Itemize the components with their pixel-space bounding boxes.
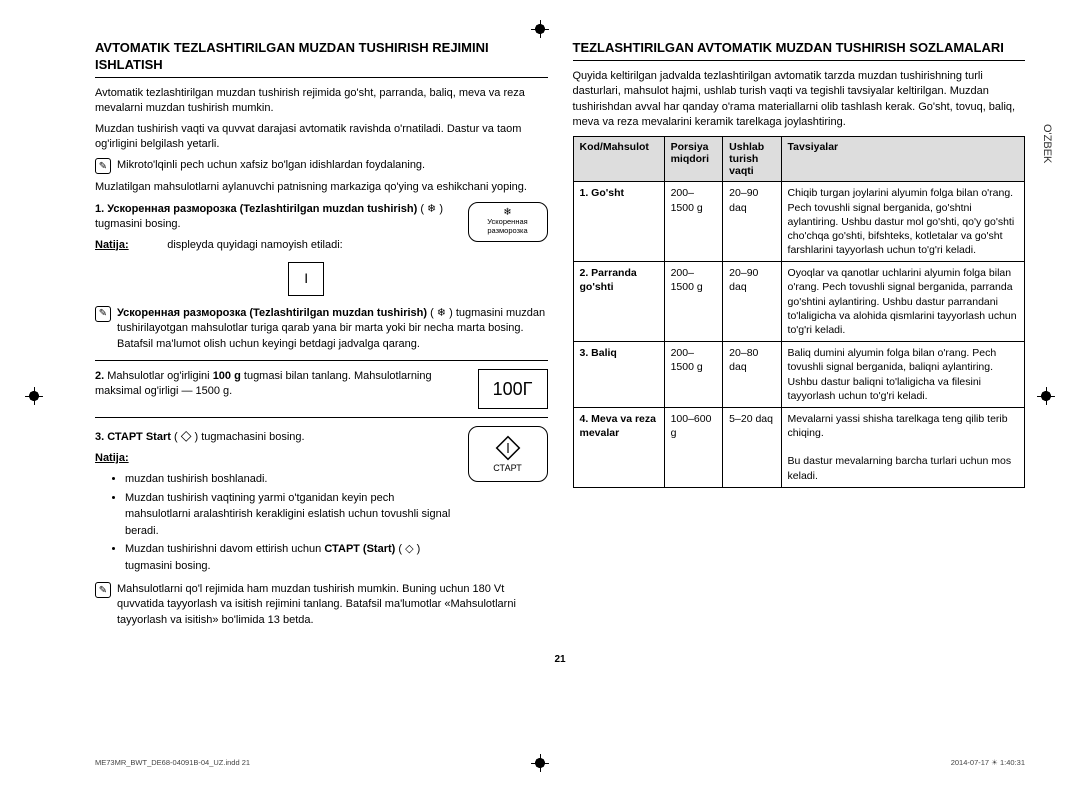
th-code: Kod/Mahsulot — [573, 137, 664, 182]
left-intro2: Muzdan tushirish vaqti va quvvat darajas… — [95, 122, 548, 153]
crop-mark-right — [1037, 387, 1055, 405]
note3: Mahsulotlarni qo'l rejimida ham muzdan t… — [117, 582, 548, 628]
language-tab: O'ZBEK — [1039, 120, 1055, 167]
note2: Ускоренная разморозка (Tezlashtirilgan m… — [117, 306, 548, 352]
natija-label: Natija: — [95, 238, 155, 253]
th-time: Ushlab turish vaqti — [723, 137, 781, 182]
cell-advice: Chiqib turgan joylarini alyumin folga bi… — [781, 182, 1024, 262]
footer: ME73MR_BWT_DE68-04091B-04_UZ.indd 21 201… — [95, 758, 1025, 767]
list-item: muzdan tushirish boshlanadi. — [125, 471, 458, 488]
left-heading: AVTOMATIK TEZLASHTIRILGAN MUZDAN TUSHIRI… — [95, 40, 548, 74]
footer-right: 2014-07-17 ☀ 1:40:31 — [951, 758, 1025, 767]
note-icon — [95, 306, 111, 322]
button-box-defrost: ❄ Ускоренная разморозка — [468, 202, 548, 242]
crop-mark-top — [531, 20, 549, 38]
button-box-start: СТАРТ — [468, 426, 548, 482]
page-number: 21 — [95, 654, 1025, 665]
left-intro1: Avtomatik tezlashtirilgan muzdan tushiri… — [95, 86, 548, 117]
display-box-2: 100Г — [478, 369, 548, 409]
cell-code: 3. Baliq — [573, 342, 664, 408]
cell-advice: Oyoqlar va qanotlar uchlarini alyumin fo… — [781, 262, 1024, 342]
defrost-table: Kod/Mahsulot Porsiya miqdori Ushlab turi… — [573, 136, 1026, 487]
table-row: 4. Meva va reza mevalar100–600 g5–20 daq… — [573, 407, 1025, 487]
cell-advice: Baliq dumini alyumin folga bilan o'rang.… — [781, 342, 1024, 408]
step3-list: muzdan tushirish boshlanadi. Muzdan tush… — [125, 471, 458, 574]
cell-code: 4. Meva va reza mevalar — [573, 407, 664, 487]
table-row: 2. Parranda go'shti200–1500 g20–90 daqOy… — [573, 262, 1025, 342]
th-portion: Porsiya miqdori — [664, 137, 723, 182]
natija3: Natija: — [95, 452, 129, 464]
list-item: Muzdan tushirish vaqtining yarmi o'tgani… — [125, 490, 458, 540]
step3-text: 3. СТАРТ Start ( ◇ ) tugmachasini bosing… — [95, 426, 458, 446]
cell-portion: 200–1500 g — [664, 182, 723, 262]
note-icon — [95, 158, 111, 174]
display-box-1: I — [288, 262, 324, 296]
start-diamond-icon — [495, 435, 521, 461]
left-column: AVTOMATIK TEZLASHTIRILGAN MUZDAN TUSHIRI… — [95, 40, 548, 634]
right-column: TEZLASHTIRILGAN AVTOMATIK MUZDAN TUSHIRI… — [573, 40, 1026, 634]
right-heading: TEZLASHTIRILGAN AVTOMATIK MUZDAN TUSHIRI… — [573, 40, 1026, 57]
cell-time: 20–90 daq — [723, 262, 781, 342]
note-icon — [95, 582, 111, 598]
footer-left: ME73MR_BWT_DE68-04091B-04_UZ.indd 21 — [95, 758, 250, 767]
cell-code: 1. Go'sht — [573, 182, 664, 262]
th-advice: Tavsiyalar — [781, 137, 1024, 182]
right-intro: Quyida keltirilgan jadvalda tezlashtiril… — [573, 69, 1026, 131]
list-item: Muzdan tushirishni davom ettirish uchun … — [125, 541, 458, 574]
left-intro3: Muzlatilgan mahsulotlarni aylanuvchi pat… — [95, 180, 548, 195]
step1-text: 1. Ускоренная разморозка (Tezlashtirilga… — [95, 202, 458, 233]
cell-portion: 200–1500 g — [664, 342, 723, 408]
cell-time: 20–90 daq — [723, 182, 781, 262]
note1: Mikroto'lqinli pech uchun xafsiz bo'lgan… — [117, 158, 425, 174]
cell-portion: 100–600 g — [664, 407, 723, 487]
cell-time: 20–80 daq — [723, 342, 781, 408]
step2-text: 2. Mahsulotlar og'irligini 100 g tugmasi… — [95, 369, 468, 400]
cell-code: 2. Parranda go'shti — [573, 262, 664, 342]
cell-advice: Mevalarni yassi shisha tarelkaga teng qi… — [781, 407, 1024, 487]
cell-time: 5–20 daq — [723, 407, 781, 487]
table-row: 3. Baliq200–1500 g20–80 daqBaliq dumini … — [573, 342, 1025, 408]
table-row: 1. Go'sht200–1500 g20–90 daqChiqib turga… — [573, 182, 1025, 262]
crop-mark-left — [25, 387, 43, 405]
cell-portion: 200–1500 g — [664, 262, 723, 342]
